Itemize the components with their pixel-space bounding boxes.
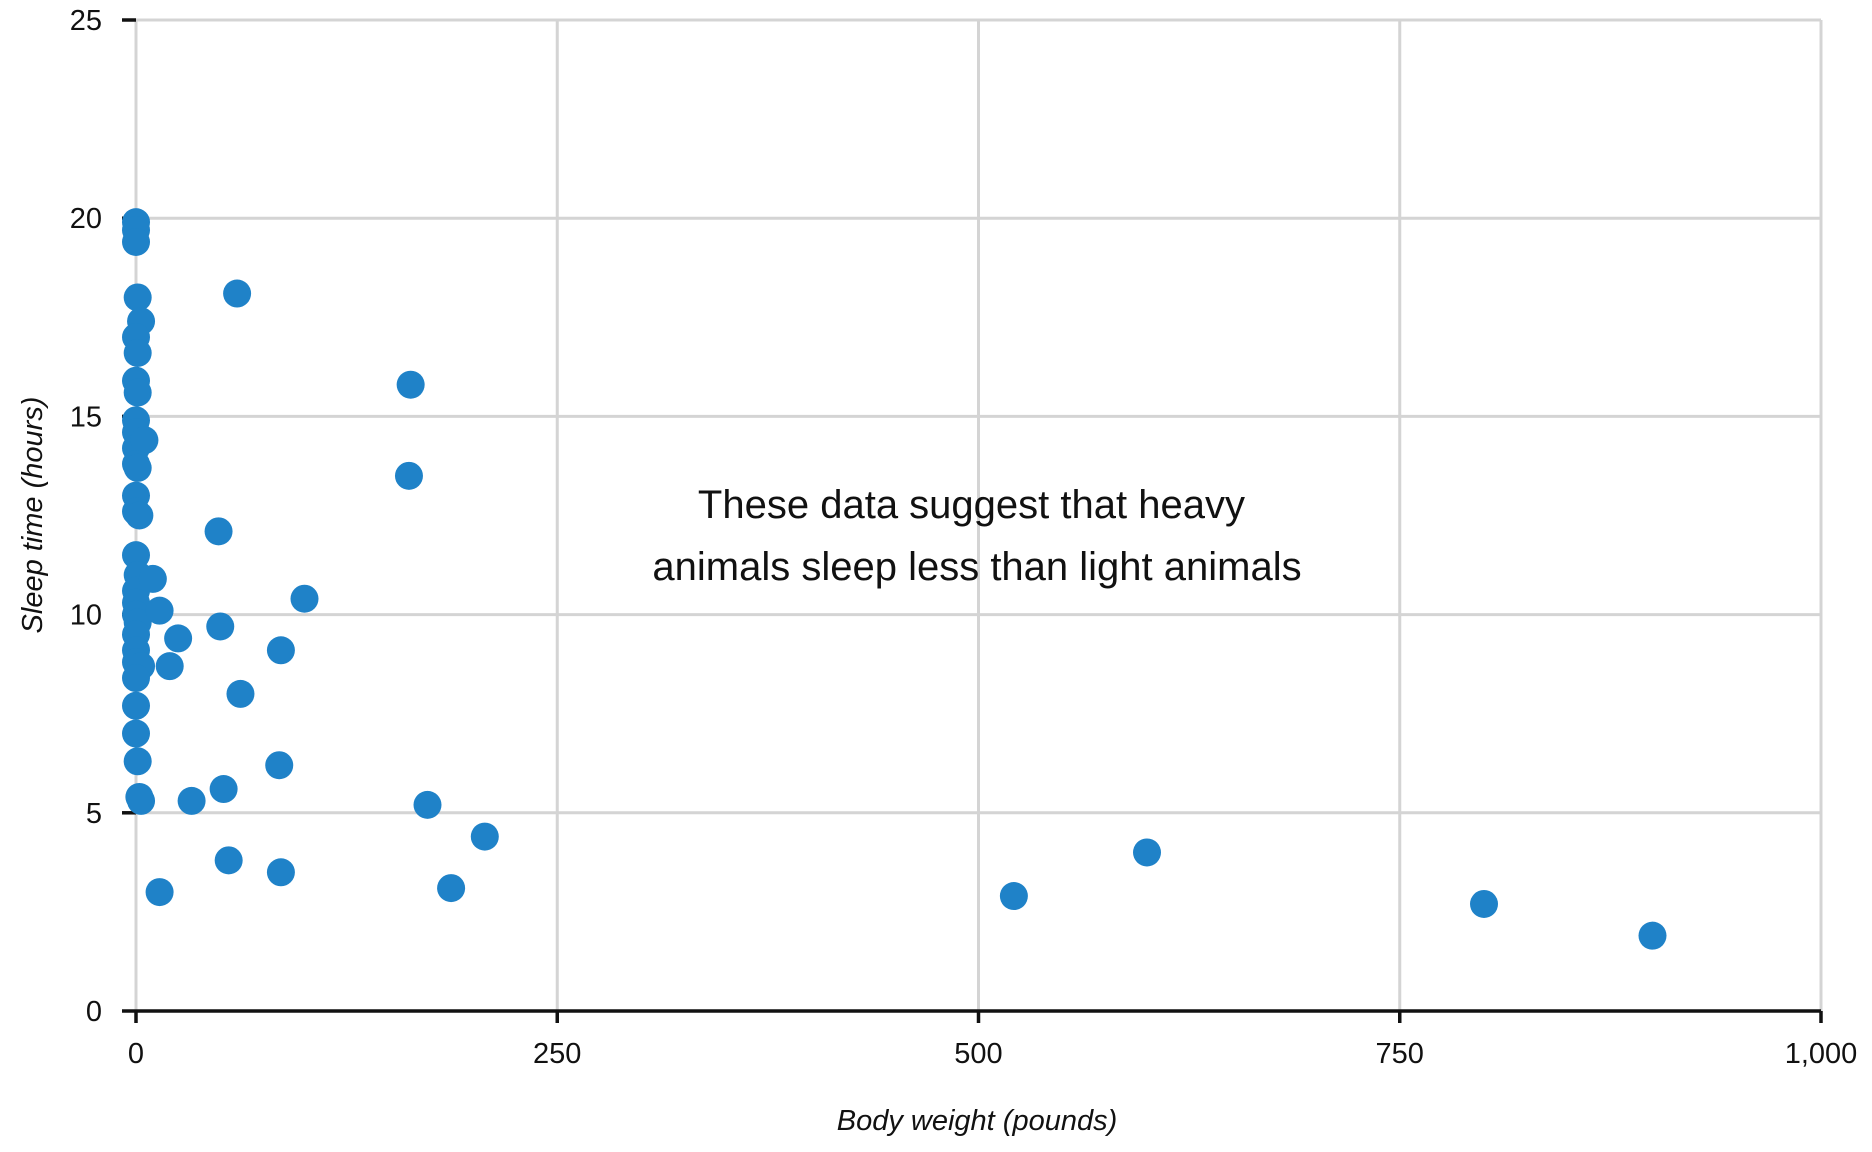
- data-point-28: [122, 664, 150, 693]
- annotation-line-1: These data suggest that heavy: [698, 483, 1245, 527]
- data-point-35: [145, 596, 174, 625]
- data-point-31: [123, 747, 152, 776]
- data-point-40: [209, 775, 238, 804]
- tick-label-layer: 0 250 500 750 1,000 0 5 10 15 20 25: [70, 5, 1858, 1070]
- data-point-56: [1133, 838, 1161, 867]
- data-point-33: [127, 786, 156, 815]
- x-axis-title: Body weight (pounds): [837, 1105, 1118, 1137]
- data-point-29: [122, 691, 150, 720]
- y-axis-title: Sleep time (hours): [17, 397, 49, 634]
- data-point-2: [122, 227, 150, 256]
- data-point-37: [164, 624, 193, 653]
- x-tick-label-0: 0: [128, 1038, 144, 1070]
- data-point-52: [413, 790, 442, 819]
- data-point-34: [138, 564, 167, 593]
- data-point-54: [470, 822, 499, 851]
- data-point-48: [266, 636, 295, 665]
- y-tick-label-3: 15: [70, 401, 102, 433]
- chart-annotation: These data suggest that heavy animals sl…: [652, 483, 1301, 589]
- data-point-50: [394, 461, 423, 490]
- y-tick-label-1: 5: [86, 798, 102, 830]
- y-tick-label-2: 10: [70, 600, 102, 632]
- data-point-47: [266, 858, 295, 887]
- y-tick-label-0: 0: [86, 996, 102, 1028]
- data-point-46: [265, 751, 294, 780]
- data-point-49: [290, 584, 319, 613]
- data-point-38: [145, 878, 174, 907]
- data-point-51: [396, 370, 425, 399]
- data-point-44: [223, 279, 252, 308]
- data-point-30: [122, 719, 150, 748]
- data-point-42: [206, 612, 235, 641]
- data-point-layer: [122, 208, 1667, 950]
- y-tick-label-4: 20: [70, 203, 102, 235]
- data-point-55: [999, 882, 1028, 911]
- data-point-8: [123, 378, 152, 407]
- x-tick-label-1: 250: [533, 1038, 581, 1070]
- data-point-17: [125, 501, 154, 530]
- data-point-41: [214, 846, 243, 875]
- data-point-58: [1638, 921, 1667, 950]
- data-point-53: [437, 874, 466, 903]
- data-point-36: [155, 652, 184, 681]
- x-tick-label-4: 1,000: [1785, 1038, 1858, 1070]
- data-point-12: [130, 426, 159, 455]
- data-point-6: [123, 338, 152, 367]
- data-point-14: [123, 453, 152, 482]
- data-point-3: [123, 283, 152, 312]
- data-point-39: [177, 786, 206, 815]
- x-tick-label-3: 750: [1376, 1038, 1424, 1070]
- annotation-line-2: animals sleep less than light animals: [652, 545, 1301, 589]
- y-tick-label-5: 25: [70, 5, 102, 37]
- x-tick-label-2: 500: [954, 1038, 1002, 1070]
- data-point-57: [1470, 889, 1498, 918]
- data-point-45: [226, 679, 255, 708]
- data-point-43: [204, 517, 233, 546]
